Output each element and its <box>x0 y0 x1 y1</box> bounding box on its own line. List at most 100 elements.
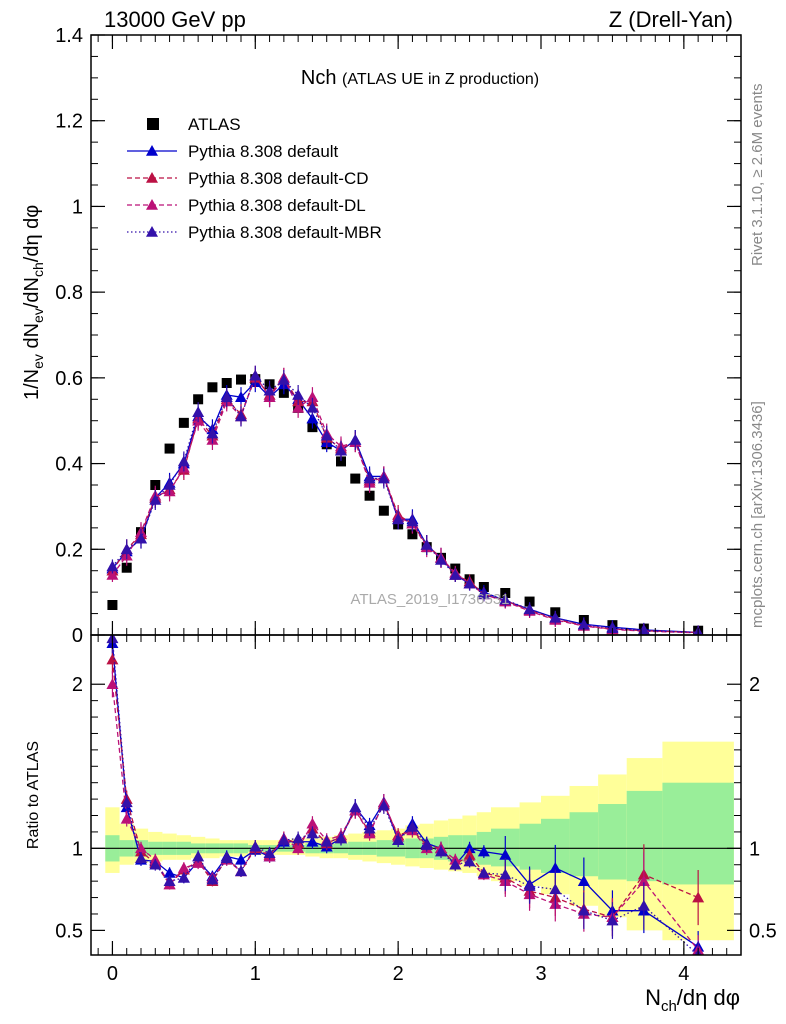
mcplots-label: mcplots.cern.ch [arXiv:1306.3436] <box>749 401 766 628</box>
ratio-point-3 <box>606 914 619 926</box>
atlas-data-point <box>107 600 118 610</box>
atlas-data-point <box>336 456 346 467</box>
legend-label: Pythia 8.308 default-DL <box>188 196 366 215</box>
ratio-y-tick-label-right: 2 <box>749 674 760 696</box>
ratio-frame <box>90 634 742 956</box>
y-tick-label: 0.8 <box>55 282 83 304</box>
ratio-point-3 <box>523 880 536 891</box>
atlas-data-point <box>221 378 232 388</box>
series-point-4 <box>363 472 376 484</box>
series-point-4 <box>263 384 276 396</box>
y-tick-label: 0.6 <box>55 368 83 390</box>
ratio-point-3 <box>277 834 290 845</box>
series-point-4 <box>120 543 133 555</box>
ratio-point-0 <box>463 842 476 854</box>
ratio-point-0 <box>477 845 490 857</box>
ratio-point-3 <box>235 865 247 877</box>
ratio-point-1 <box>463 848 476 860</box>
ratio-point-0 <box>549 862 562 873</box>
series-point-4 <box>306 401 319 413</box>
y-tick-label: 0 <box>72 625 83 647</box>
atlas-data-point <box>150 480 161 490</box>
energy-label: 13000 GeV pp <box>104 7 246 32</box>
series-point-4 <box>249 369 262 381</box>
ratio-point-2 <box>120 812 133 824</box>
ratio-y-tick-label: 0.5 <box>55 920 83 942</box>
ratio-point-3 <box>249 840 262 852</box>
ratio-y-tick-label-right: 0.5 <box>749 920 777 942</box>
ratio-point-2 <box>292 842 305 854</box>
main-ylabel: 1/Nev dNev/dNch/dη dφ <box>21 205 46 400</box>
ratio-line-2 <box>111 684 699 951</box>
ratio-point-3 <box>335 832 347 844</box>
series-point-4 <box>606 622 619 633</box>
atlas-data-point <box>524 596 535 607</box>
series-point-4 <box>220 391 233 402</box>
series-point-4 <box>235 410 247 422</box>
ratio-y-tick-label: 1 <box>72 838 83 860</box>
ratio-y-tick-label-right: 1 <box>749 838 760 860</box>
ratio-point-3 <box>263 847 276 859</box>
atlas-data-point <box>178 417 189 428</box>
series-point-4 <box>477 588 490 600</box>
series-point-3 <box>106 569 119 580</box>
series-point-4 <box>377 472 390 484</box>
x-tick-label: 2 <box>393 963 404 985</box>
ratio-point-0 <box>306 835 319 847</box>
series-point-4 <box>420 539 433 550</box>
series-line-4 <box>111 374 699 634</box>
atlas-data-point <box>407 529 418 540</box>
ratio-point-1 <box>106 653 119 665</box>
series-point-4 <box>435 554 447 565</box>
atlas-data-point <box>364 490 375 501</box>
watermark: ATLAS_2019_I1736531 <box>350 591 509 608</box>
atlas-data-point <box>350 473 361 484</box>
series-point-4 <box>549 611 562 623</box>
atlas-data-point <box>193 394 204 405</box>
ratio-point-3 <box>637 899 650 911</box>
x-axis-label: Nch/dη dφ <box>645 985 740 1015</box>
y-tick-label: 1.2 <box>55 111 83 133</box>
series-line-3 <box>111 374 699 634</box>
legend-marker <box>146 199 158 210</box>
ratio-point-2 <box>106 678 119 690</box>
chart-title: Nch <box>301 67 337 89</box>
series-point-4 <box>463 577 476 589</box>
series-point-4 <box>577 618 590 630</box>
legend-marker <box>146 172 158 183</box>
uncertainty-band-inner <box>598 804 627 880</box>
x-tick-label: 4 <box>678 963 689 985</box>
series-point-4 <box>292 389 305 400</box>
ratio-y-tick-label: 2 <box>72 674 83 696</box>
ratio-point-3 <box>220 852 233 863</box>
ratio-point-0 <box>577 875 590 886</box>
x-tick-label: 1 <box>250 963 261 985</box>
atlas-data-point <box>378 505 389 516</box>
chart-subtitle: (ATLAS UE in Z production) <box>342 71 539 88</box>
legend-label: Pythia 8.308 default-CD <box>188 169 369 188</box>
series-point-4 <box>392 513 405 525</box>
ratio-point-3 <box>549 883 562 895</box>
series-point-4 <box>499 593 512 605</box>
ratio-plot-panel: 0.5 0.5 1 1 2 2 0 1 2 3 4 <box>55 35 777 985</box>
ratio-point-3 <box>192 850 205 862</box>
series-point-4 <box>106 560 119 572</box>
legend-label: ATLAS <box>188 115 241 134</box>
ratio-point-3 <box>120 796 133 808</box>
ratio-point-3 <box>449 858 462 870</box>
ratio-point-2 <box>177 862 190 873</box>
ratio-point-3 <box>177 871 190 883</box>
series-point-1 <box>306 412 319 424</box>
series-point-4 <box>449 569 462 580</box>
series-point-4 <box>320 429 333 441</box>
legend: ATLAS Pythia 8.308 default Pythia 8.308 de… <box>127 115 382 242</box>
ratio-point-2 <box>637 875 650 886</box>
series-point-4 <box>206 427 219 439</box>
ratio-point-3 <box>206 873 219 885</box>
uncertainty-band-inner <box>519 823 541 870</box>
series-point-3 <box>306 391 319 402</box>
legend-marker <box>146 145 158 156</box>
series-point-4 <box>149 494 162 505</box>
legend-label: Pythia 8.308 default-MBR <box>188 223 382 242</box>
